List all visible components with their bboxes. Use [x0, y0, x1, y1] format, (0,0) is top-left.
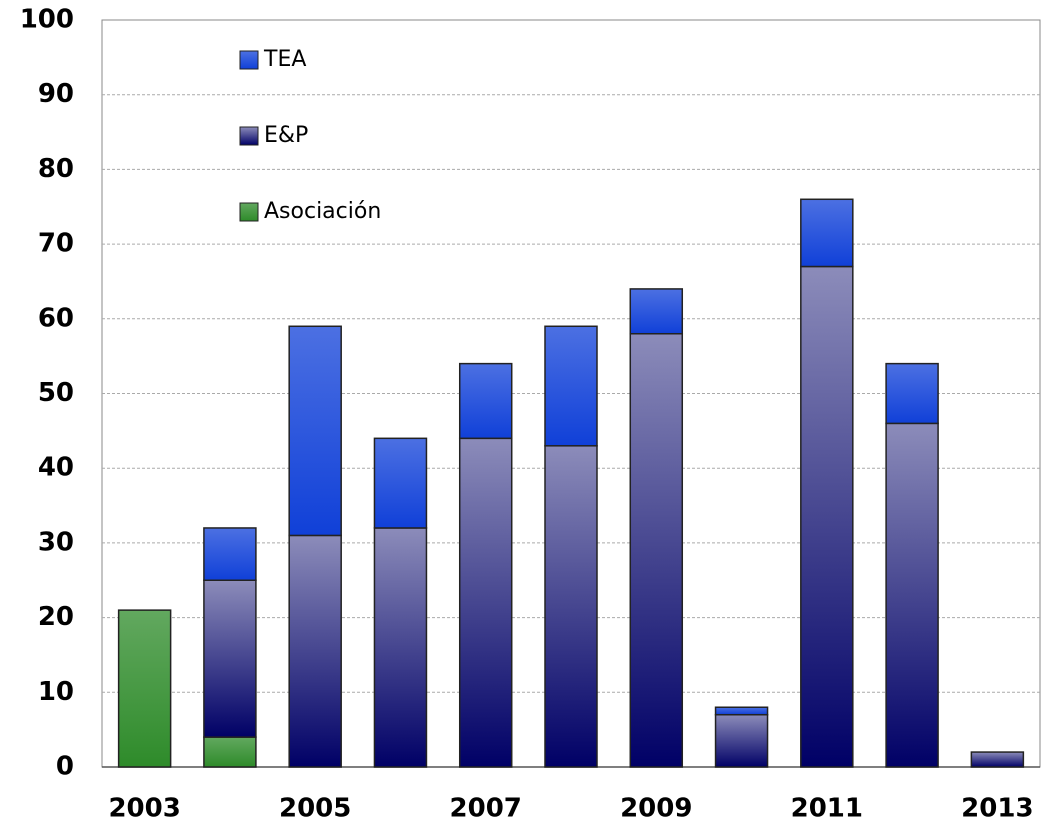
- bar-segment: [458, 437, 513, 768]
- y-tick-label: 90: [38, 79, 74, 109]
- bar-segment: [714, 706, 769, 716]
- legend-swatch: [239, 126, 259, 146]
- bar-segment: [458, 362, 513, 440]
- bar-segment: [544, 445, 598, 768]
- legend-swatch: [239, 202, 259, 222]
- legend-swatch: [239, 50, 259, 70]
- y-tick-label: 10: [38, 677, 74, 707]
- y-tick-label: 40: [38, 453, 74, 483]
- x-tick-label: 2009: [620, 794, 692, 823]
- bar-segment: [629, 332, 684, 768]
- bar-segment: [288, 325, 342, 537]
- x-tick-label: 2003: [108, 794, 180, 823]
- bar-segment: [203, 579, 257, 738]
- y-tick-label: 50: [38, 378, 74, 408]
- x-tick-label: 2005: [279, 794, 351, 823]
- bar-segment: [203, 527, 257, 582]
- y-tick-label: 60: [38, 303, 74, 333]
- bar-segment: [117, 609, 172, 768]
- legend-label: Asociación: [264, 199, 381, 224]
- bar-segment: [373, 527, 428, 768]
- bar-segment: [800, 198, 854, 268]
- y-tick-label: 100: [20, 5, 74, 35]
- y-tick-label: 20: [38, 602, 74, 632]
- bar-segment: [288, 534, 342, 768]
- x-tick-label: 2007: [450, 794, 522, 823]
- bar-segment: [714, 713, 769, 768]
- bar-segment: [885, 422, 939, 768]
- bar-segment: [544, 325, 598, 447]
- bar-segment: [203, 736, 257, 768]
- legend-label: E&P: [264, 123, 308, 148]
- bar-segment: [629, 288, 684, 335]
- y-tick-label: 70: [38, 229, 74, 259]
- legend-label: TEA: [263, 47, 306, 72]
- y-tick-label: 0: [56, 752, 74, 782]
- y-tick-label: 80: [38, 154, 74, 184]
- bar-segment: [800, 265, 854, 768]
- x-tick-label: 2011: [791, 794, 863, 823]
- x-tick-label: 2013: [961, 794, 1033, 823]
- bar-segment: [885, 362, 939, 425]
- y-tick-label: 30: [38, 527, 74, 557]
- bar-segment: [970, 751, 1025, 768]
- bar-segment: [373, 437, 428, 529]
